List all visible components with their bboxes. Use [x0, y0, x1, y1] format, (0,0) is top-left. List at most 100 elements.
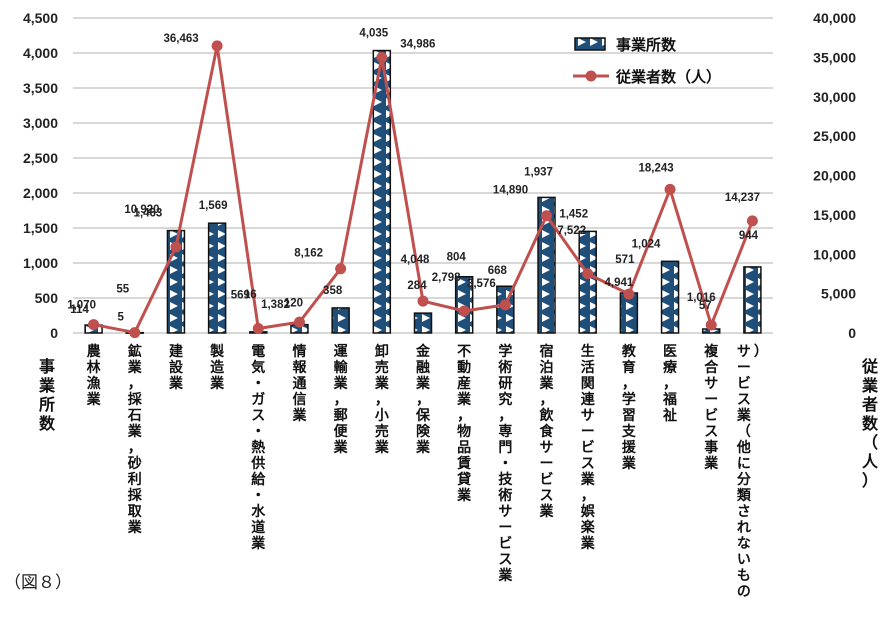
- line-point: [458, 305, 470, 317]
- y-tick-left: 1,000: [23, 255, 58, 271]
- y-axis-title-left: 事業所数: [38, 357, 56, 433]
- line-value-label: 10,920: [124, 204, 159, 216]
- category-label: サービス業（他に分類されないもの）: [736, 344, 768, 600]
- bar-value-label: 358: [323, 285, 343, 297]
- data-labels: 114 5 1,463 1,569 16 120 358 4,035 284 804 668 1,93…: [67, 28, 760, 324]
- category-label: 金融業，保険業: [415, 343, 431, 456]
- bar-value-label: 1,024: [632, 238, 661, 250]
- line-value-label: 569: [231, 290, 250, 302]
- y-tick-right: 10,000: [813, 246, 856, 262]
- category-label: 情報通信業: [291, 343, 307, 424]
- bar-value-label: 668: [488, 265, 508, 277]
- line-point: [293, 316, 305, 328]
- line-value-label: 3,576: [467, 278, 496, 290]
- bar-value-label: 1,463: [134, 208, 163, 220]
- bar-value-label: 804: [447, 252, 467, 264]
- category-label: 宿泊業，飲食サービス業: [539, 343, 555, 520]
- category-label: 卸売業，小売業: [374, 343, 390, 456]
- bar-value-label: 1,452: [559, 208, 588, 220]
- line-point: [335, 263, 347, 275]
- y-tick-left: 2,000: [23, 185, 58, 201]
- legend: 事業所数 従業者数（人）: [573, 36, 721, 86]
- employee-line: [88, 40, 758, 339]
- bar-value-label: 944: [739, 230, 759, 242]
- line-value-label: 4,048: [401, 254, 430, 266]
- category-label: 複合サービス事業: [703, 343, 719, 472]
- axis-ticks: 0 500 1,000 1,500 2,000 2,500 3,000 3,500 4,000 4…: [23, 10, 856, 341]
- category-label: 電気・ガス・熱供給・水道業: [250, 343, 266, 552]
- bar-value-label: 57: [699, 300, 712, 312]
- figure-label: （図８）: [4, 573, 72, 593]
- y-tick-right: 20,000: [813, 168, 856, 184]
- line-point: [582, 268, 594, 280]
- y-tick-right: 40,000: [813, 10, 856, 26]
- line-value-label: 2,798: [432, 272, 461, 284]
- line-point: [129, 327, 141, 339]
- line-value-label: 8,162: [294, 248, 323, 260]
- category-label: 建設業: [168, 343, 184, 392]
- category-labels: 農林漁業 鉱業，採石業，砂利採取業 建設業 製造業 電気・ガス・熱供給・水道業 情報通信業…: [86, 343, 768, 600]
- bar: [454, 275, 474, 334]
- bar: [413, 312, 433, 334]
- bar: [660, 260, 680, 334]
- line-value-label: 34,986: [400, 38, 435, 50]
- line-point: [746, 215, 758, 227]
- y-tick-left: 3,500: [23, 80, 58, 96]
- category-label: 不動産業，物品賃貸業: [456, 344, 472, 504]
- line-point: [664, 183, 676, 195]
- category-label: 教育，学習支援業: [621, 343, 637, 472]
- line-value-label: 7,522: [557, 225, 586, 237]
- line-value-label: 4,941: [604, 277, 633, 289]
- category-label: 運輸業，郵便業: [333, 344, 349, 456]
- bar-value-label: 16: [244, 289, 257, 301]
- line-value-label: 55: [116, 284, 129, 296]
- legend-line-marker: [585, 70, 597, 82]
- legend-bar-swatch: [574, 37, 606, 51]
- line-point: [211, 40, 223, 52]
- category-label: 学術研究，専門・技術サービス業: [497, 343, 513, 584]
- line-value-label: 1,016: [687, 292, 716, 304]
- line-point: [705, 319, 717, 331]
- bar-value-label: 1,937: [524, 166, 553, 178]
- y-tick-left: 1,500: [23, 220, 58, 236]
- category-label: 鉱業，採石業，砂利採取業: [127, 343, 143, 536]
- line-point: [623, 288, 635, 300]
- line-value-label: 1,070: [67, 300, 96, 312]
- bar-value-label: 4,035: [359, 28, 388, 40]
- category-label: 製造業: [209, 343, 225, 392]
- y-tick-right: 35,000: [813, 49, 856, 65]
- bar: [207, 222, 227, 334]
- y-tick-right: 0: [848, 325, 856, 341]
- line-point: [170, 241, 182, 253]
- line-value-label: 36,463: [164, 33, 199, 45]
- y-tick-right: 15,000: [813, 207, 856, 223]
- gridlines: [73, 17, 773, 334]
- bar: [578, 230, 597, 334]
- line-value-label: 14,890: [493, 185, 528, 197]
- bar: [537, 196, 556, 334]
- bar-value-label: 284: [407, 280, 427, 292]
- line-value-label: 1,382: [261, 299, 290, 311]
- line-point: [88, 319, 100, 331]
- bar-value-label: 120: [284, 298, 303, 310]
- y-tick-left: 2,500: [23, 150, 58, 166]
- bar: [743, 266, 762, 334]
- line-value-label: 18,243: [638, 162, 673, 174]
- category-label: 農林漁業: [86, 343, 102, 408]
- y-tick-left: 4,000: [23, 45, 58, 61]
- y-tick-left: 500: [35, 290, 59, 306]
- line-value-label: 14,237: [725, 192, 760, 204]
- bar-value-label: 114: [70, 304, 89, 316]
- line-point: [417, 295, 429, 307]
- line-point: [252, 323, 264, 335]
- bar-value-label: 1,569: [199, 200, 228, 212]
- line-point: [376, 51, 388, 63]
- bar: [372, 49, 392, 334]
- line-point: [499, 299, 511, 311]
- category-label: 医療，福祉: [662, 344, 678, 424]
- y-tick-right: 25,000: [813, 128, 856, 144]
- legend-bar-label: 事業所数: [616, 36, 677, 54]
- y-tick-right: 5,000: [821, 286, 856, 302]
- category-label: 生活関連サービス業，娯楽業: [580, 343, 596, 552]
